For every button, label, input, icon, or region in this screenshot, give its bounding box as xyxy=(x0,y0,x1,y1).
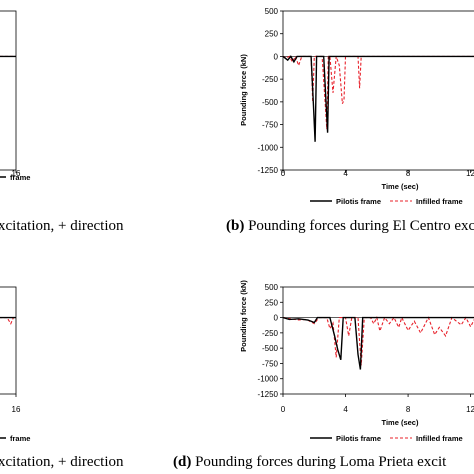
y-tick-label: 0 xyxy=(274,52,279,61)
plot-area-b xyxy=(282,10,474,171)
panel-c: 1216framexcitation, + direction xyxy=(0,286,124,470)
x-axis-label: Time (sec) xyxy=(382,182,419,191)
y-tick-label: 250 xyxy=(265,30,279,39)
legend-label: Pilotis frame xyxy=(336,434,381,443)
x-tick-label: 8 xyxy=(406,405,411,414)
x-tick-label: 4 xyxy=(343,405,348,414)
y-tick-label: -750 xyxy=(262,359,279,368)
x-tick-label: 16 xyxy=(12,405,21,414)
y-tick-label: -750 xyxy=(262,121,279,130)
series-line-pilotis-frame xyxy=(282,316,474,370)
series-line-pilotis-frame xyxy=(282,55,474,142)
panel-caption-a: xcitation, + direction xyxy=(0,218,124,234)
y-tick-label: -250 xyxy=(262,75,279,84)
caption-text: Pounding forces during Loma Prieta excit xyxy=(191,454,447,470)
x-tick-label: 12 xyxy=(466,169,474,178)
y-axis-label: Pounding force (kN) xyxy=(239,280,248,352)
series-line-infilled-frame xyxy=(0,317,16,325)
legend-label: Infilled frame xyxy=(416,434,463,443)
panel-caption-c: xcitation, + direction xyxy=(0,454,124,470)
legend-label: Pilotis frame xyxy=(336,197,381,206)
x-tick-label: 0 xyxy=(281,405,286,414)
y-tick-label: -500 xyxy=(262,344,279,353)
x-axis-label: Time (sec) xyxy=(382,418,419,427)
caption-text: xcitation, + direction xyxy=(0,218,124,234)
plot-area-d xyxy=(282,286,474,395)
panel-caption-b: (b) Pounding forces during El Centro exc… xyxy=(226,218,474,234)
x-tick-label: 4 xyxy=(343,169,348,178)
legend-label: Infilled frame xyxy=(416,197,463,206)
plot-area-a xyxy=(0,10,17,171)
y-tick-label: -1250 xyxy=(258,166,279,175)
x-tick-label: 0 xyxy=(281,169,286,178)
legend-label: frame xyxy=(10,173,30,182)
y-tick-label: -1250 xyxy=(258,390,279,399)
y-tick-label: 500 xyxy=(265,7,279,16)
caption-letter: (d) xyxy=(173,454,191,470)
y-tick-label: 0 xyxy=(274,314,279,323)
series-line-infilled-frame xyxy=(282,316,474,366)
y-tick-label: -1000 xyxy=(258,375,279,384)
panel-a: 1216framexcitation, + direction xyxy=(0,10,124,234)
y-axis-label: Pounding force (kN) xyxy=(239,54,248,126)
x-tick-label: 16 xyxy=(12,169,21,178)
y-tick-label: -500 xyxy=(262,98,279,107)
x-tick-label: 12 xyxy=(466,405,474,414)
y-tick-label: 250 xyxy=(265,298,279,307)
plot-area-c xyxy=(0,286,17,395)
caption-text: Pounding forces during El Centro excit xyxy=(244,218,474,234)
y-tick-label: 500 xyxy=(265,283,279,292)
y-tick-label: -250 xyxy=(262,329,279,338)
legend-label: frame xyxy=(10,434,30,443)
x-tick-label: 8 xyxy=(406,169,411,178)
y-tick-label: -1000 xyxy=(258,143,279,152)
caption-letter: (b) xyxy=(226,218,244,234)
caption-text: xcitation, + direction xyxy=(0,454,124,470)
panel-caption-d: (d) Pounding forces during Loma Prieta e… xyxy=(173,454,447,470)
